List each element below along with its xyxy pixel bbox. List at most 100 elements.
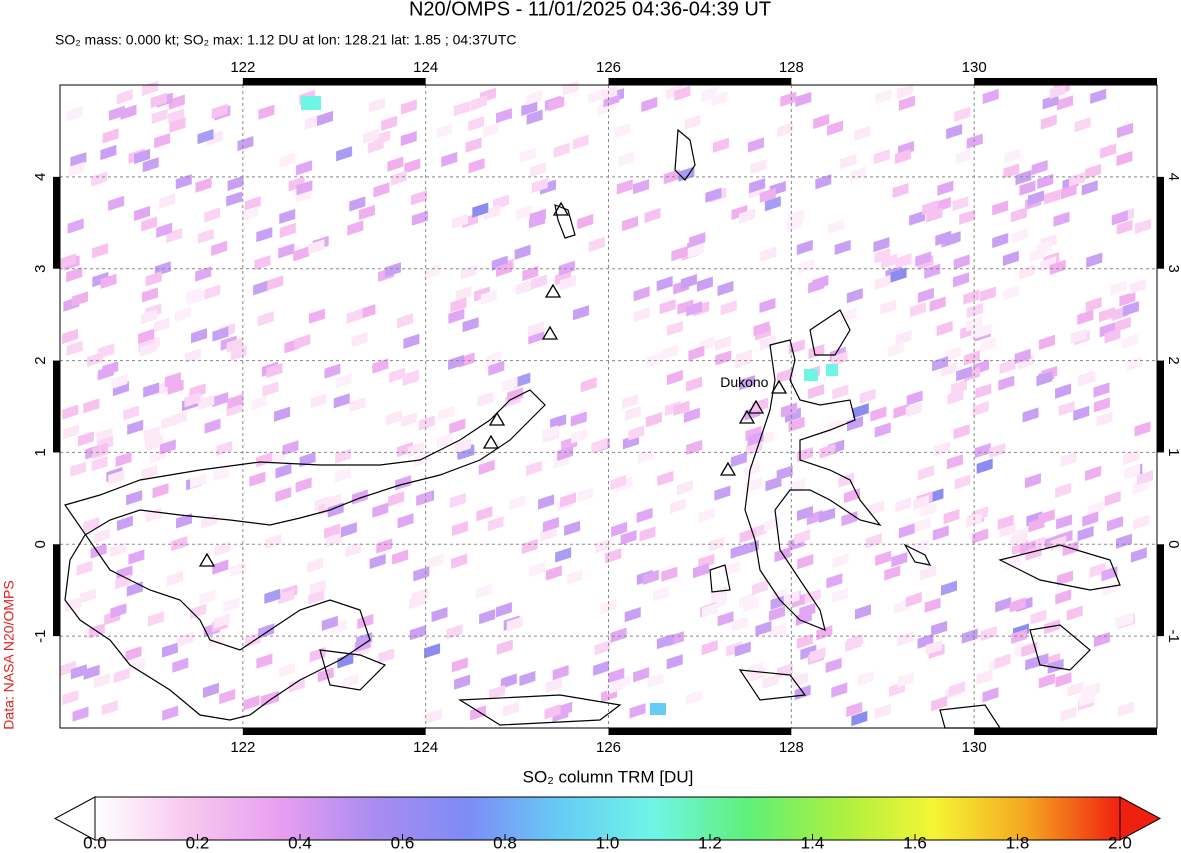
so2-pixel bbox=[214, 541, 231, 557]
so2-pixel bbox=[515, 280, 532, 296]
so2-pixel bbox=[143, 382, 160, 398]
so2-pixel bbox=[395, 475, 412, 491]
so2-pixel bbox=[669, 498, 686, 514]
so2-pixel bbox=[759, 297, 776, 314]
so2-pixel bbox=[72, 291, 89, 307]
so2-pixel bbox=[98, 343, 115, 359]
frame-bar bbox=[1157, 360, 1164, 453]
so2-pixel bbox=[141, 464, 158, 481]
so2-pixel bbox=[674, 85, 691, 102]
so2-pixel bbox=[663, 169, 680, 185]
so2-pixel bbox=[1126, 356, 1143, 372]
so2-pixel bbox=[762, 673, 779, 689]
so2-pixel bbox=[898, 95, 915, 111]
so2-pixel bbox=[134, 148, 151, 165]
so2-pixel bbox=[90, 543, 107, 559]
so2-pixel bbox=[159, 193, 176, 209]
so2-pixel bbox=[400, 130, 417, 147]
so2-pixel bbox=[780, 91, 797, 107]
so2-pixel bbox=[470, 705, 487, 721]
so2-pixel bbox=[799, 602, 816, 619]
so2-pixel bbox=[139, 341, 156, 357]
so2-pixel bbox=[564, 520, 581, 536]
so2-pixel bbox=[895, 330, 912, 346]
so2-pixel bbox=[171, 536, 188, 552]
so2-pixel bbox=[624, 606, 641, 623]
so2-pixel bbox=[448, 308, 465, 324]
so2-pixel bbox=[237, 135, 254, 152]
so2-pixel bbox=[227, 175, 244, 192]
volcano bbox=[552, 201, 570, 216]
so2-pixel bbox=[696, 276, 713, 292]
so2-pixel bbox=[204, 284, 221, 300]
so2-pixel bbox=[83, 398, 100, 414]
so2-pixel bbox=[1102, 580, 1119, 597]
so2-pixel bbox=[966, 512, 983, 528]
so2-pixel bbox=[540, 179, 557, 195]
so2-pixel bbox=[906, 390, 923, 406]
so2-pixel bbox=[644, 207, 661, 223]
so2-pixel bbox=[274, 406, 291, 422]
so2-pixel bbox=[555, 547, 572, 563]
so2-pixel bbox=[1030, 609, 1047, 625]
so2-pixel bbox=[388, 491, 405, 507]
so2-pixel bbox=[62, 404, 79, 420]
colorbar-tick-label: 0.2 bbox=[186, 833, 210, 852]
so2-pixel bbox=[686, 301, 703, 317]
so2-pixel bbox=[1011, 228, 1028, 244]
x-tick-label: 124 bbox=[413, 59, 438, 76]
so2-pixel bbox=[111, 373, 128, 390]
so2-pixel bbox=[449, 418, 466, 434]
so2-pixel bbox=[402, 370, 419, 387]
so2-pixel bbox=[915, 251, 932, 267]
so2-pixel bbox=[914, 517, 931, 533]
so2-pixel bbox=[1010, 207, 1027, 223]
so2-pixel bbox=[918, 465, 935, 481]
so2-pixel bbox=[639, 526, 656, 542]
so2-pixel bbox=[753, 321, 770, 337]
so2-pixel bbox=[387, 156, 404, 172]
so2-pixel bbox=[134, 205, 151, 222]
frame-bar bbox=[974, 728, 1157, 735]
so2-pixel bbox=[70, 152, 87, 168]
so2-pixel bbox=[528, 329, 545, 345]
volcano bbox=[488, 411, 506, 426]
so2-pixel bbox=[739, 375, 756, 391]
so2-pixel bbox=[891, 552, 908, 568]
so2-pixel bbox=[93, 673, 110, 689]
so2-pixel bbox=[1129, 279, 1146, 295]
so2-pixel bbox=[472, 202, 489, 218]
so2-pixel bbox=[607, 679, 624, 695]
so2-pixel bbox=[739, 592, 756, 608]
so2-pixel bbox=[661, 344, 678, 360]
coastline bbox=[319, 649, 387, 691]
so2-pixel bbox=[965, 316, 982, 332]
so2-pixel bbox=[875, 550, 892, 566]
so2-pixel bbox=[483, 204, 500, 221]
so2-pixel bbox=[411, 210, 428, 226]
so2-pixel bbox=[279, 222, 296, 238]
so2-pixel bbox=[126, 581, 143, 597]
so2-pixel bbox=[796, 239, 813, 256]
y-tick-label: 2 bbox=[32, 356, 49, 364]
so2-pixel bbox=[1104, 328, 1121, 344]
so2-pixel bbox=[917, 633, 934, 649]
coastline bbox=[1029, 624, 1091, 671]
so2-pixel bbox=[68, 161, 85, 177]
so2-pixel bbox=[1015, 170, 1032, 186]
so2-pixel bbox=[409, 625, 426, 641]
so2-pixel bbox=[952, 272, 969, 288]
so2-pixel bbox=[254, 255, 271, 271]
so2-pixel bbox=[195, 177, 212, 193]
frame-bar bbox=[1157, 176, 1164, 269]
so2-pixels bbox=[60, 80, 1153, 727]
so2-pixel bbox=[431, 606, 448, 623]
so2-pixel bbox=[502, 701, 519, 717]
colorbar-tick-label: 1.2 bbox=[698, 833, 722, 852]
so2-pixel bbox=[1031, 159, 1048, 176]
so2-pixel bbox=[156, 222, 173, 238]
so2-pixel bbox=[726, 641, 743, 657]
so2-pixel bbox=[1130, 547, 1147, 563]
so2-pixel bbox=[185, 287, 202, 303]
so2-pixel bbox=[734, 353, 751, 369]
